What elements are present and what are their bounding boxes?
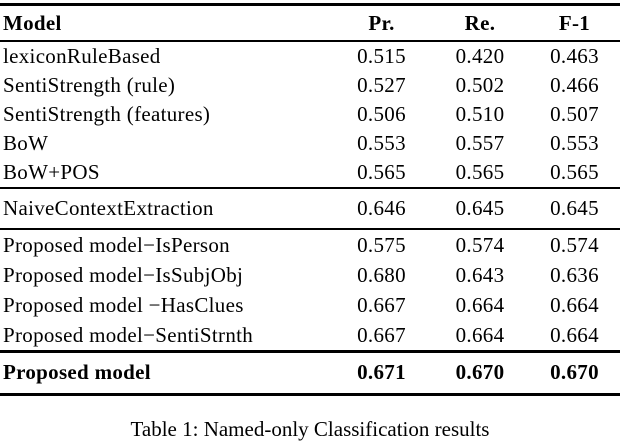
results-table: Model Pr. Re. F-1 lexiconRuleBased 0.515… — [0, 3, 620, 396]
recall-cell: 0.565 — [455, 160, 505, 184]
f1-cell: 0.553 — [550, 131, 599, 155]
recall-cell: 0.502 — [455, 73, 505, 97]
f1-cell: 0.507 — [550, 102, 599, 126]
column-header-recall: Re. — [464, 10, 496, 35]
baseline-models-group: lexiconRuleBased 0.515 0.420 0.463 Senti… — [0, 41, 620, 188]
column-header-precision: Pr. — [368, 10, 395, 35]
table-caption: Table 1: Named-only Classification resul… — [130, 417, 490, 441]
recall-cell: 0.643 — [455, 262, 505, 287]
recall-cell: 0.420 — [455, 44, 505, 68]
model-name-cell: SentiStrength (features) — [3, 102, 211, 126]
f1-cell: 0.664 — [550, 322, 599, 347]
precision-cell: 0.553 — [357, 131, 406, 155]
precision-cell: 0.527 — [357, 73, 406, 97]
model-name-cell: NaiveContextExtraction — [3, 196, 214, 220]
model-name-cell: Proposed model−SentiStrnth — [3, 322, 254, 347]
recall-cell: 0.670 — [455, 360, 505, 384]
precision-cell: 0.667 — [357, 322, 406, 347]
f1-cell: 0.565 — [550, 160, 599, 184]
table-row: lexiconRuleBased 0.515 0.420 0.463 — [0, 41, 620, 71]
column-header-f1: F-1 — [558, 10, 591, 35]
f1-cell: 0.636 — [550, 262, 599, 287]
f1-cell: 0.463 — [550, 44, 599, 68]
table-row: Proposed model−IsPerson 0.575 0.574 0.57… — [0, 229, 620, 260]
model-name-cell: BoW+POS — [3, 160, 100, 184]
header-row: Model Pr. Re. F-1 — [0, 4, 620, 41]
recall-cell: 0.510 — [455, 102, 505, 126]
f1-cell: 0.670 — [550, 360, 599, 384]
ablation-models-group: Proposed model−IsPerson 0.575 0.574 0.57… — [0, 229, 620, 352]
precision-cell: 0.667 — [357, 292, 406, 317]
table-row: NaiveContextExtraction 0.646 0.645 0.645 — [0, 188, 620, 229]
recall-cell: 0.645 — [455, 196, 505, 220]
proposed-model-group: Proposed model 0.671 0.670 0.670 — [0, 352, 620, 395]
model-name-cell: Proposed model −HasClues — [3, 292, 244, 317]
f1-cell: 0.574 — [550, 232, 599, 257]
f1-cell: 0.645 — [550, 196, 599, 220]
precision-cell: 0.565 — [357, 160, 406, 184]
precision-cell: 0.575 — [357, 232, 406, 257]
column-header-model: Model — [3, 10, 62, 35]
recall-cell: 0.574 — [455, 232, 505, 257]
naive-context-group: NaiveContextExtraction 0.646 0.645 0.645 — [0, 188, 620, 229]
f1-cell: 0.664 — [550, 292, 599, 317]
table-row: SentiStrength (rule) 0.527 0.502 0.466 — [0, 71, 620, 100]
recall-cell: 0.557 — [455, 131, 505, 155]
model-name-cell: SentiStrength (rule) — [3, 73, 176, 97]
model-name-cell: Proposed model — [3, 360, 151, 384]
model-name-cell: Proposed model−IsSubjObj — [3, 262, 244, 287]
precision-cell: 0.680 — [357, 262, 406, 287]
table-row: BoW 0.553 0.557 0.553 — [0, 129, 620, 158]
table-row: SentiStrength (features) 0.506 0.510 0.5… — [0, 100, 620, 129]
table-row: BoW+POS 0.565 0.565 0.565 — [0, 158, 620, 188]
table-row: Proposed model 0.671 0.670 0.670 — [0, 352, 620, 395]
precision-cell: 0.671 — [357, 360, 406, 384]
table-row: Proposed model−IsSubjObj 0.680 0.643 0.6… — [0, 260, 620, 290]
recall-cell: 0.664 — [455, 292, 505, 317]
precision-cell: 0.646 — [357, 196, 406, 220]
model-name-cell: lexiconRuleBased — [3, 44, 161, 68]
table-row: Proposed model −HasClues 0.667 0.664 0.6… — [0, 290, 620, 320]
precision-cell: 0.515 — [357, 44, 406, 68]
recall-cell: 0.664 — [455, 322, 505, 347]
model-name-cell: Proposed model−IsPerson — [3, 232, 230, 257]
precision-cell: 0.506 — [357, 102, 406, 126]
table-row: Proposed model−SentiStrnth 0.667 0.664 0… — [0, 320, 620, 352]
table-header: Model Pr. Re. F-1 — [0, 4, 620, 41]
model-name-cell: BoW — [3, 131, 49, 155]
f1-cell: 0.466 — [550, 73, 599, 97]
